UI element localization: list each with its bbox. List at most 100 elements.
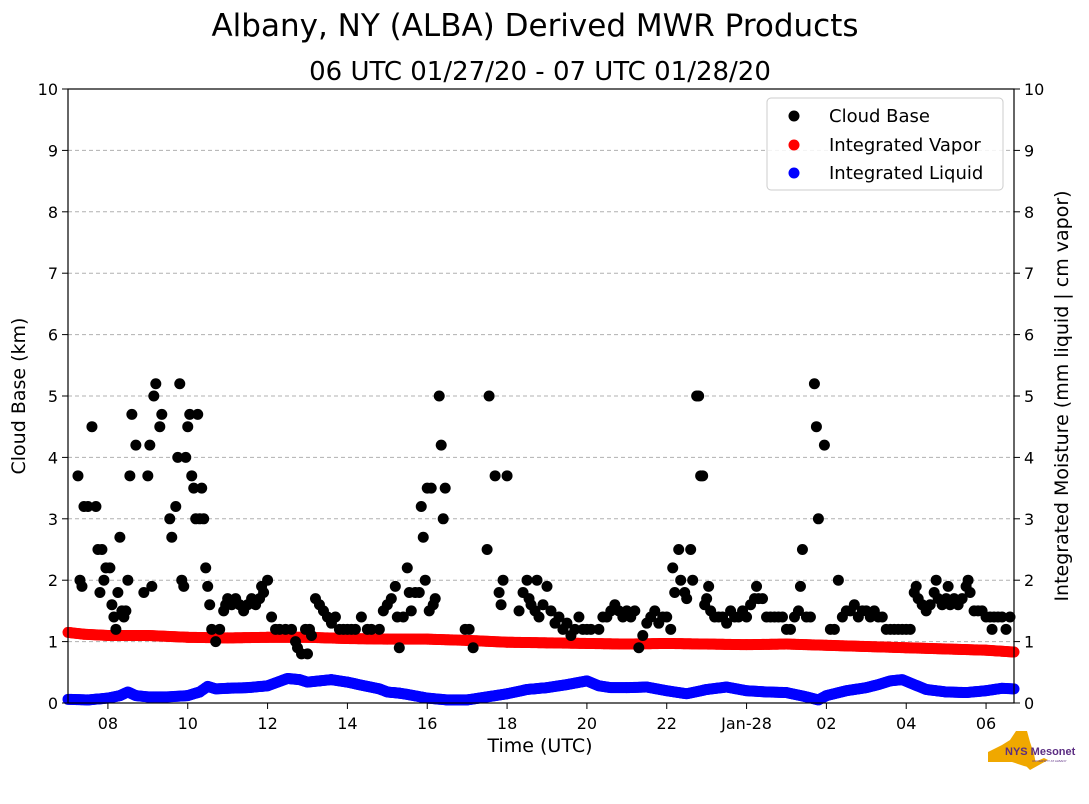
data-point xyxy=(962,574,974,586)
data-point xyxy=(493,586,505,598)
y-tick-label: 8 xyxy=(48,203,58,222)
data-point xyxy=(808,378,820,390)
data-point xyxy=(96,544,108,555)
data-point xyxy=(214,623,226,635)
data-point xyxy=(200,562,212,574)
data-point xyxy=(184,408,196,420)
data-point xyxy=(685,544,697,555)
y-tick-label: 4 xyxy=(48,448,58,467)
data-point xyxy=(186,470,198,482)
data-point xyxy=(665,623,677,635)
data-point xyxy=(104,562,116,574)
data-point xyxy=(593,623,605,635)
logo-text: NYS Mesonet xyxy=(1005,746,1076,758)
data-point xyxy=(413,586,425,598)
data-point xyxy=(537,599,549,611)
series-integrated-vapor xyxy=(62,626,1020,658)
data-point xyxy=(545,605,557,617)
data-point xyxy=(497,574,509,586)
data-point xyxy=(489,470,501,482)
data-point xyxy=(90,501,102,513)
data-point xyxy=(126,408,138,420)
y-tick-label: 10 xyxy=(38,80,58,99)
data-point xyxy=(741,611,753,623)
data-point xyxy=(964,586,976,598)
data-point xyxy=(192,408,204,420)
data-point xyxy=(146,580,158,592)
data-point xyxy=(675,574,687,586)
data-point xyxy=(401,562,413,574)
data-point xyxy=(573,611,585,623)
series-cloud-base xyxy=(72,378,1016,660)
y2-tick-label: 4 xyxy=(1024,448,1034,467)
data-point xyxy=(385,593,397,605)
data-point xyxy=(818,439,830,451)
y2-tick-label: 6 xyxy=(1024,326,1034,345)
data-point xyxy=(202,580,214,592)
data-point xyxy=(150,378,162,390)
data-point xyxy=(1004,611,1016,623)
data-point xyxy=(986,623,998,635)
data-point xyxy=(112,586,124,598)
data-point xyxy=(501,470,513,482)
data-point xyxy=(687,574,699,586)
data-point xyxy=(757,593,769,605)
data-point xyxy=(405,605,417,617)
legend-marker-integrated-vapor xyxy=(788,139,800,151)
data-point xyxy=(417,531,429,543)
data-point xyxy=(415,501,427,513)
data-point xyxy=(910,580,922,592)
data-point xyxy=(585,623,597,635)
x-tick-label: 06 xyxy=(976,714,996,733)
data-point xyxy=(703,580,715,592)
data-point xyxy=(804,611,816,623)
x-tick-label: 02 xyxy=(816,714,836,733)
data-point xyxy=(701,593,713,605)
x-tick-label: 16 xyxy=(417,714,437,733)
data-point xyxy=(828,623,840,635)
data-point xyxy=(776,611,788,623)
data-point xyxy=(82,501,94,513)
data-point xyxy=(172,451,184,463)
data-point xyxy=(513,605,525,617)
data-point xyxy=(130,439,142,451)
data-point xyxy=(94,586,106,598)
data-point xyxy=(832,574,844,586)
data-point xyxy=(669,586,681,598)
data-point xyxy=(629,605,641,617)
y2-tick-label: 3 xyxy=(1024,510,1034,529)
data-point xyxy=(148,390,160,402)
data-point xyxy=(76,580,88,592)
y-axis-label: Cloud Base (km) xyxy=(8,318,30,475)
data-point xyxy=(266,611,278,623)
data-point xyxy=(110,623,122,635)
data-point xyxy=(106,599,118,611)
data-point xyxy=(697,470,709,482)
data-point xyxy=(495,599,507,611)
data-point xyxy=(429,593,441,605)
data-point xyxy=(693,390,705,402)
y-tick-label: 2 xyxy=(48,571,58,590)
data-point xyxy=(164,513,176,525)
data-point xyxy=(178,580,190,592)
data-point xyxy=(721,617,733,629)
y-tick-label: 3 xyxy=(48,510,58,529)
data-point xyxy=(144,439,156,451)
x-tick-label: 08 xyxy=(98,714,118,733)
data-point xyxy=(154,421,166,433)
data-point xyxy=(142,470,154,482)
data-point xyxy=(86,421,98,433)
long-island-shape xyxy=(1026,758,1048,770)
chart-title: Albany, NY (ALBA) Derived MWR Products xyxy=(211,8,858,44)
data-point xyxy=(365,623,377,635)
data-point xyxy=(170,501,182,513)
data-point xyxy=(439,482,451,494)
y2-tick-label: 9 xyxy=(1024,141,1034,160)
y-tick-label: 7 xyxy=(48,264,58,283)
legend-label-cloud-base: Cloud Base xyxy=(829,106,930,127)
data-point xyxy=(637,629,649,641)
x-tick-label: 22 xyxy=(657,714,677,733)
data-point xyxy=(531,574,543,586)
data-point xyxy=(180,451,192,463)
data-point xyxy=(661,611,673,623)
